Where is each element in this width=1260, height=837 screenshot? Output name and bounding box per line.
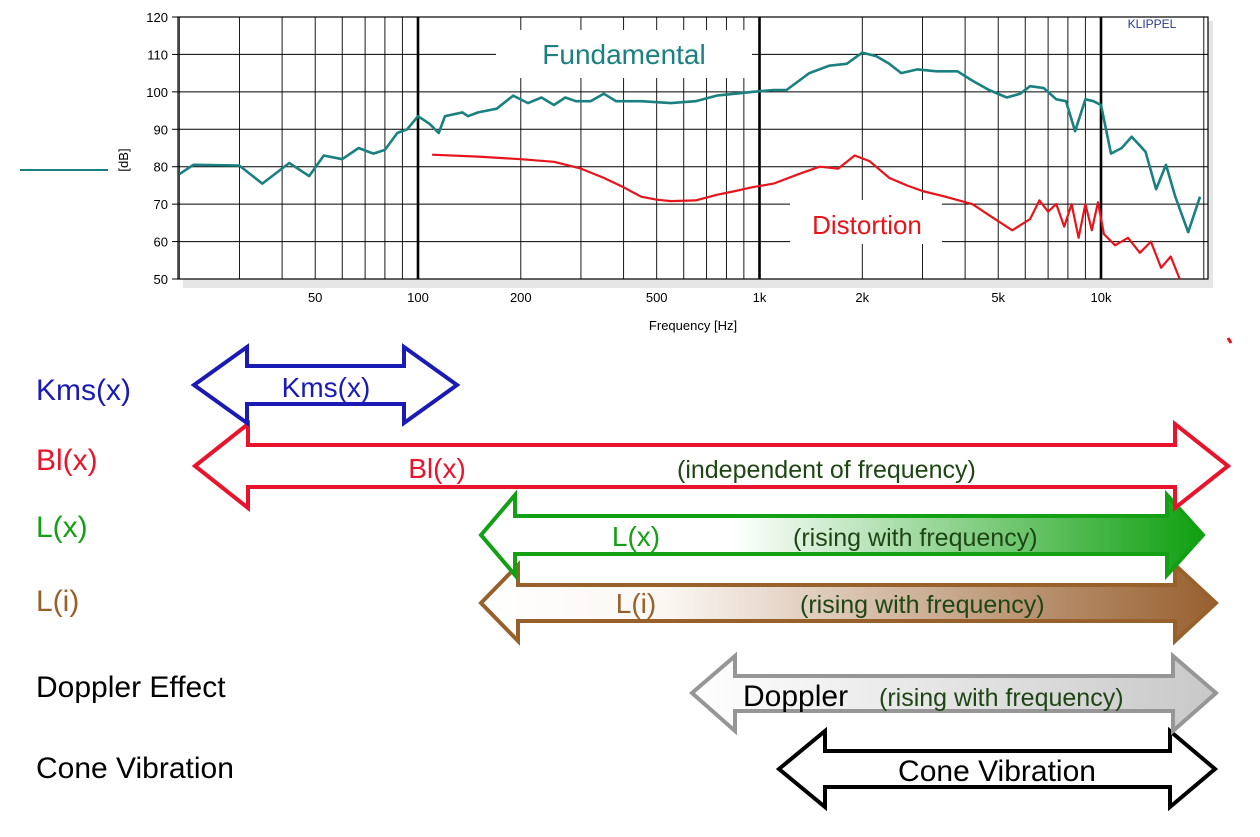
- li-note: (rising with frequency): [800, 591, 1045, 619]
- lx-arrow-text: L(x): [612, 521, 660, 552]
- li-arrow: [478, 560, 1219, 646]
- y-tick-label: 90: [154, 122, 168, 137]
- bl-arrow-text: Bl(x): [408, 453, 466, 484]
- row-label-li: L(i): [36, 585, 79, 618]
- lx-arrow: [478, 489, 1206, 581]
- y-tick-label: 50: [154, 272, 168, 287]
- row-label-cone: Cone Vibration: [36, 752, 234, 785]
- bl-note: (independent of frequency): [677, 456, 976, 484]
- stray-red-mark: [1226, 337, 1233, 344]
- x-tick-label: 500: [646, 290, 668, 305]
- row-label-lx: L(x): [36, 511, 88, 544]
- x-tick-label: 200: [510, 290, 532, 305]
- watermark-klippel: KLIPPEL: [1128, 17, 1177, 31]
- x-tick-label: 2k: [855, 290, 869, 305]
- x-tick-label: 5k: [991, 290, 1005, 305]
- row-label-kms: Kms(x): [36, 374, 131, 407]
- y-tick-labels: 50 60 70 80 90 100 110 120: [146, 10, 178, 287]
- doppler-arrow: [688, 651, 1220, 736]
- x-tick-labels: 50 100 200 500 1k 2k 5k 10k: [308, 290, 1112, 305]
- fundamental-label-bg: [496, 30, 752, 78]
- kms-arrow: [190, 343, 461, 427]
- x-tick-label: 1k: [753, 290, 767, 305]
- kms-arrow-text: Kms(x): [282, 372, 371, 403]
- y-tick-label: 60: [154, 235, 168, 250]
- x-tick-label: 50: [308, 290, 322, 305]
- x-tick-label: 100: [407, 290, 429, 305]
- y-tick-label: 110: [147, 47, 168, 62]
- y-axis-label: [dB]: [116, 148, 131, 171]
- series-line-distortion: [432, 153, 1181, 280]
- chart-panel: 50 60 70 80 90 100 110 120 50 100 200 500 1k 2k 5k 10k…: [116, 10, 1213, 333]
- cone-vibration-arrow-text: Cone Vibration: [898, 755, 1096, 788]
- row-label-bl: Bl(x): [36, 444, 98, 477]
- x-tick-label: 10k: [1091, 290, 1112, 305]
- chart-series: [178, 51, 1202, 280]
- bl-arrow: [191, 419, 1232, 513]
- series-line-fundamental: [178, 51, 1202, 234]
- row-label-doppler: Doppler Effect: [36, 671, 226, 704]
- range-arrows: Cone Vibration Doppler (rising with freq…: [190, 343, 1232, 812]
- distortion-label-bg: [790, 200, 942, 244]
- li-arrow-text: L(i): [616, 588, 656, 619]
- y-tick-label: 100: [146, 85, 168, 100]
- y-tick-label: 80: [154, 160, 168, 175]
- fundamental-annotation: Fundamental: [542, 39, 705, 70]
- cone-vibration-arrow: [775, 726, 1219, 812]
- distortion-annotation: Distortion: [812, 210, 922, 240]
- row-labels: Kms(x) Bl(x) L(x) L(i) Doppler Effect Co…: [36, 374, 234, 785]
- doppler-note: (rising with frequency): [879, 684, 1124, 712]
- x-axis-label: Frequency [Hz]: [649, 318, 737, 333]
- lx-note: (rising with frequency): [793, 524, 1038, 552]
- chart-grid: [178, 17, 1208, 279]
- y-tick-label: 120: [146, 10, 168, 25]
- doppler-arrow-text: Doppler: [743, 680, 848, 713]
- y-tick-label: 70: [154, 197, 168, 212]
